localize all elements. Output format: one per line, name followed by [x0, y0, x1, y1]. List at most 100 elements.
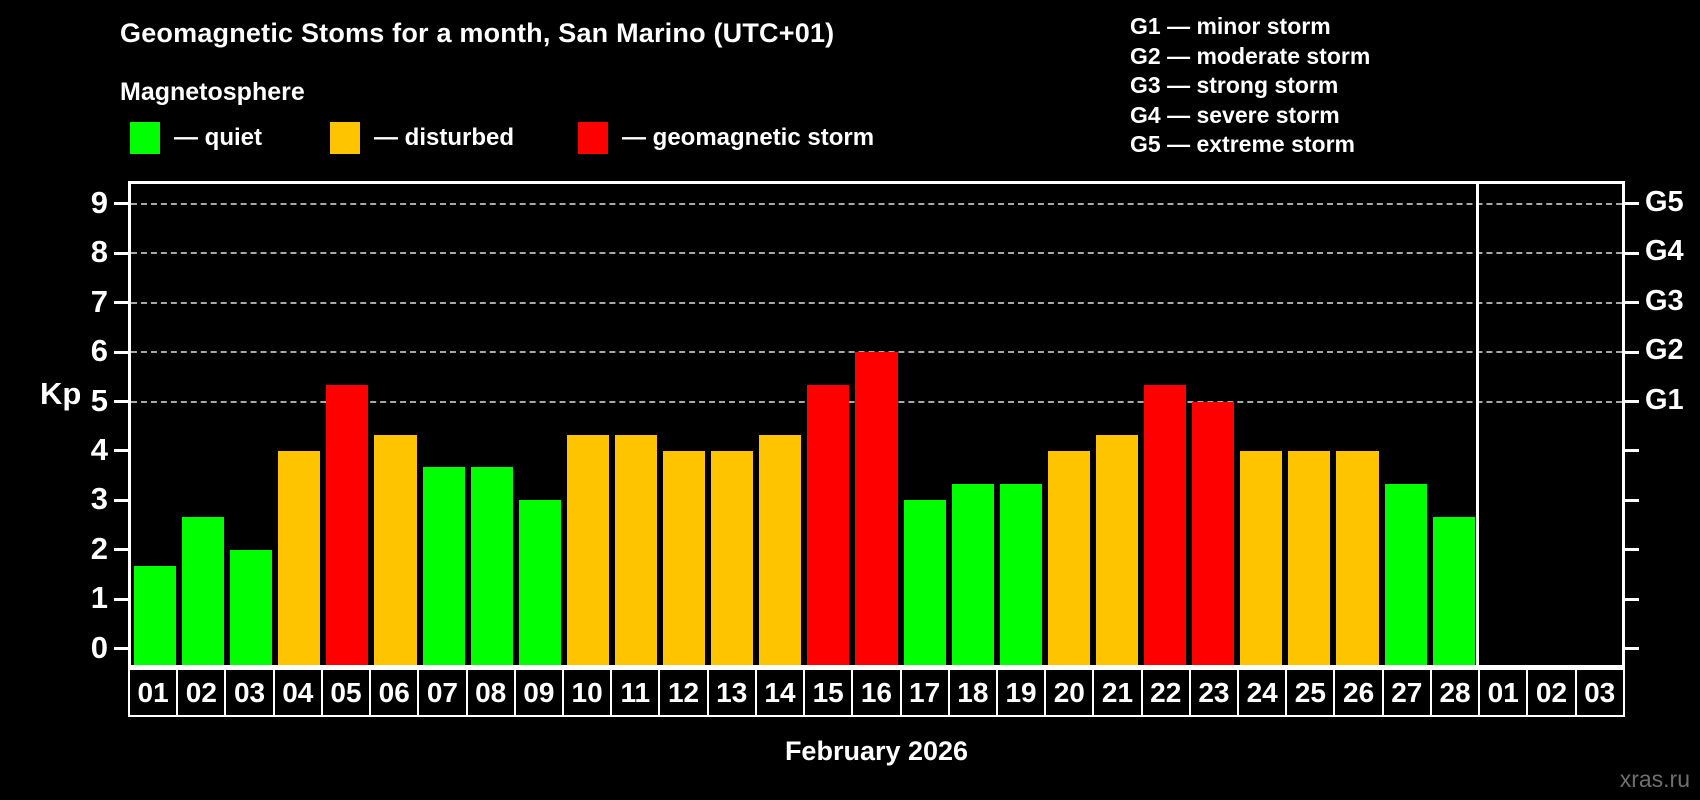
day-cell-17: 17	[899, 668, 950, 717]
day-cell-23: 23	[1188, 668, 1240, 717]
day-cell-02: 02	[1526, 668, 1577, 717]
left-tick-1	[114, 597, 128, 601]
gridline-kp-8	[131, 252, 1622, 255]
y-tick-label-6: 6	[90, 333, 108, 369]
right-tick-1	[1625, 597, 1639, 601]
day-cell-06: 06	[369, 668, 420, 717]
left-tick-2	[114, 548, 128, 552]
day-cell-14: 14	[754, 668, 806, 717]
legend-title: Magnetosphere	[120, 78, 305, 106]
day-cell-11: 11	[610, 668, 661, 717]
left-tick-3	[114, 498, 128, 502]
bar-day-23	[1192, 401, 1235, 665]
legend-item-storm: — geomagnetic storm	[578, 120, 874, 156]
g-scale-legend-line: G2 — moderate storm	[1130, 42, 1371, 69]
bar-day-07	[422, 467, 465, 665]
day-cell-19: 19	[995, 668, 1047, 717]
right-tick-2	[1625, 548, 1639, 552]
y-tick-label-3: 3	[90, 481, 108, 517]
day-cell-20: 20	[1044, 668, 1095, 717]
bar-day-13	[711, 450, 754, 665]
day-cell-09: 09	[513, 668, 564, 717]
day-cell-21: 21	[1092, 668, 1143, 717]
right-tick-8	[1625, 251, 1639, 255]
disturbed-color-swatch	[330, 122, 360, 154]
day-cell-24: 24	[1237, 668, 1288, 717]
right-tick-9	[1625, 202, 1639, 206]
y-tick-label-9: 9	[90, 184, 108, 220]
day-cell-26: 26	[1333, 668, 1384, 717]
g-level-label-G4: G4	[1645, 235, 1684, 268]
y-axis-title: Kp	[40, 376, 82, 411]
left-tick-4	[114, 449, 128, 453]
bar-day-26	[1336, 450, 1379, 665]
bar-day-15	[807, 385, 850, 665]
bar-day-10	[566, 434, 609, 665]
quiet-color-swatch	[130, 122, 160, 154]
day-cell-01: 01	[1478, 668, 1529, 717]
left-tick-5	[114, 400, 128, 403]
g-scale-legend: G1 — minor storm G2 — moderate storm G3 …	[1130, 12, 1370, 160]
legend-item-label: — quiet	[174, 124, 262, 151]
bar-day-03	[230, 549, 273, 665]
y-tick-label-8: 8	[90, 234, 108, 270]
month-separator-line	[1476, 184, 1480, 665]
left-tick-8	[114, 251, 128, 255]
day-cell-02: 02	[176, 668, 227, 717]
day-cell-13: 13	[706, 668, 757, 717]
legend-item-disturbed: — disturbed	[330, 120, 514, 156]
right-tick-4	[1625, 449, 1639, 453]
gridline-kp-9	[131, 202, 1622, 205]
y-tick-label-1: 1	[90, 580, 108, 616]
right-tick-3	[1625, 498, 1639, 502]
bar-day-16	[855, 352, 898, 665]
day-cell-05: 05	[320, 668, 372, 717]
g-level-label-G5: G5	[1645, 185, 1684, 218]
day-cell-08: 08	[465, 668, 516, 717]
g-level-label-G2: G2	[1645, 334, 1684, 367]
plot-area	[128, 181, 1625, 668]
plot-inner	[131, 184, 1622, 665]
bar-day-05	[326, 385, 369, 665]
bar-day-27	[1384, 484, 1427, 665]
right-tick-7	[1625, 301, 1639, 305]
bar-day-25	[1288, 450, 1331, 665]
day-cell-18: 18	[947, 668, 998, 717]
day-cell-04: 04	[272, 668, 323, 717]
y-tick-label-2: 2	[90, 530, 108, 566]
day-cell-03: 03	[1574, 668, 1625, 717]
day-cell-27: 27	[1381, 668, 1432, 717]
g-level-label-G1: G1	[1645, 383, 1684, 416]
day-cell-03: 03	[224, 668, 275, 717]
left-tick-9	[114, 202, 128, 206]
watermark: xras.ru	[1619, 766, 1690, 792]
right-tick-5	[1625, 400, 1639, 403]
gridline-kp-6	[131, 351, 1622, 354]
bar-day-11	[614, 434, 658, 665]
bar-day-22	[1144, 385, 1187, 665]
gridline-kp-7	[131, 301, 1622, 304]
g-scale-legend-line: G3 — strong storm	[1130, 72, 1339, 98]
g-scale-legend-line: G5 — extreme storm	[1130, 131, 1355, 157]
x-axis-day-row: 01 02 03 04 05 06 07 08 09 10 11 12 13 14 15 16 17 18 19 20…	[128, 668, 1625, 717]
bar-day-01	[134, 566, 177, 665]
bar-day-02	[182, 516, 225, 665]
y-tick-label-0: 0	[90, 629, 108, 665]
day-cell-01: 01	[128, 668, 179, 717]
day-cell-10: 10	[561, 668, 613, 717]
x-axis-title: February 2026	[784, 736, 969, 766]
bar-day-28	[1432, 516, 1475, 665]
chart-title: Geomagnetic Stoms for a month, San Marin…	[120, 18, 835, 48]
day-cell-28: 28	[1429, 668, 1481, 717]
left-tick-6	[114, 350, 128, 354]
g-scale-legend-line: G1 — minor storm	[1130, 13, 1331, 39]
bar-day-08	[470, 467, 513, 665]
storm-color-swatch	[578, 122, 608, 154]
day-cell-22: 22	[1140, 668, 1191, 717]
g-scale-legend-line: G4 — severe storm	[1130, 101, 1340, 128]
bar-day-21	[1095, 434, 1139, 665]
bar-day-14	[759, 434, 802, 665]
legend-item-quiet: — quiet	[130, 120, 262, 156]
right-tick-0	[1625, 647, 1639, 651]
day-cell-07: 07	[417, 668, 468, 717]
